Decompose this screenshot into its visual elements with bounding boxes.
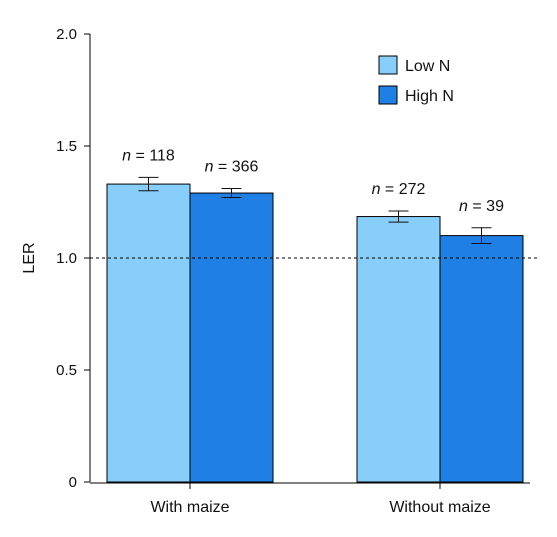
y-tick-label: 1.0 (56, 250, 77, 267)
error-bar (471, 227, 492, 244)
y-tick-label: 1.5 (56, 138, 77, 155)
legend-label: Low N (405, 58, 450, 75)
sample-size-label: n = 39 (459, 198, 504, 215)
sample-size-label: n = 118 (122, 147, 175, 164)
sample-size-label: n = 366 (205, 159, 259, 176)
x-axis: With maize Without maize (90, 482, 530, 516)
error-bar (221, 188, 242, 199)
y-tick-label: 0 (69, 474, 77, 491)
bar-low-n (356, 216, 441, 483)
error-bar (388, 210, 409, 223)
bar-low-n (106, 183, 191, 483)
error-bar (138, 176, 159, 192)
y-tick-label: 2.0 (56, 26, 77, 43)
x-tick-label: With maize (150, 499, 229, 516)
y-axis-label: LER (21, 242, 38, 273)
sample-size-label: n = 272 (372, 181, 426, 198)
legend-swatch-low-n (378, 55, 398, 75)
bar-high-n (439, 235, 524, 483)
y-tick-label: 0.5 (56, 362, 77, 379)
legend-swatch-high-n (378, 85, 398, 105)
bars: n = 118 n = 366 n = 272 n = 39 (106, 147, 524, 483)
legend: Low N High N (378, 55, 454, 105)
bar-high-n (189, 192, 274, 483)
x-tick-label: Without maize (389, 499, 490, 516)
legend-label: High N (405, 88, 454, 105)
y-axis: 0 0.5 1.0 1.5 2.0 (56, 26, 91, 491)
